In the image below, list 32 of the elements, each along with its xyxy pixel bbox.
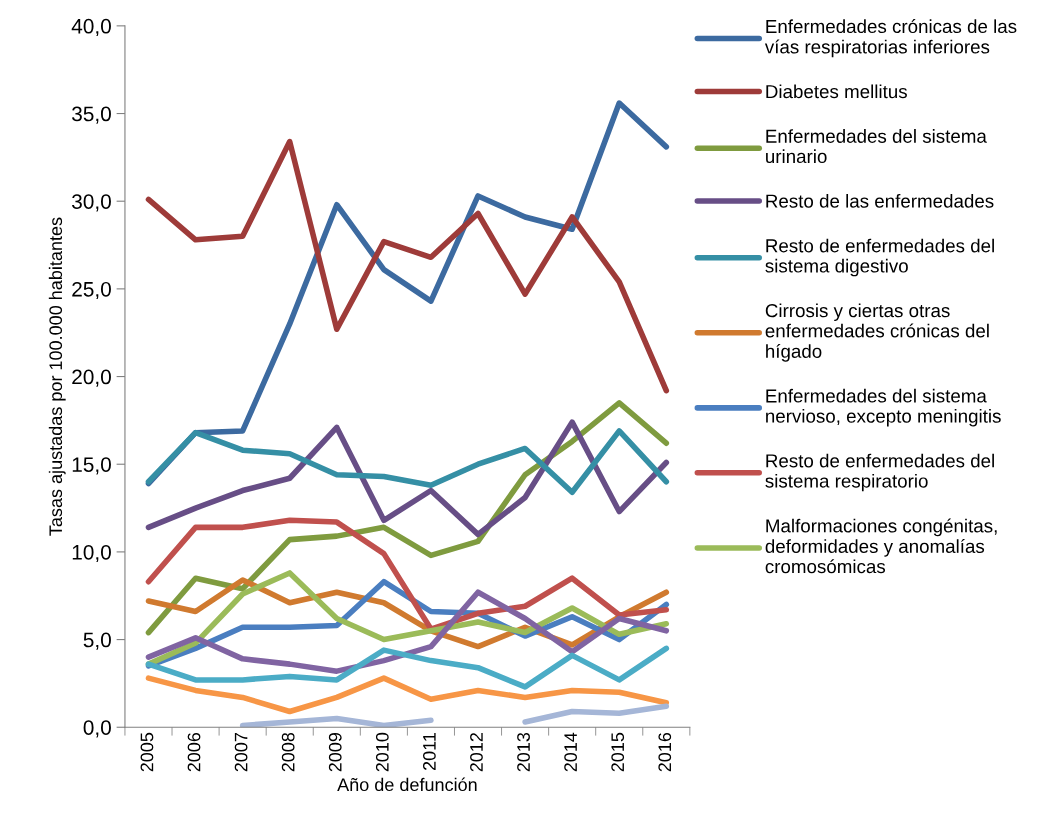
y-tick-label: 20,0 bbox=[72, 369, 111, 387]
x-tick-label: 2005 bbox=[140, 732, 154, 772]
x-tick-label: 2011 bbox=[423, 732, 436, 771]
x-tick-label: 2013 bbox=[517, 732, 530, 772]
x-tick-label: 2014 bbox=[564, 732, 578, 772]
legend-label: Enfermedades crónicas de las vías respiratorias inferiores bbox=[764, 19, 1017, 58]
x-tick-label: 2016 bbox=[658, 732, 672, 772]
x-tick-label: 2015 bbox=[611, 732, 625, 772]
legend-label: Resto de enfermedades del sistema respiratorio bbox=[765, 453, 994, 492]
y-tick-label: 15,0 bbox=[72, 457, 111, 475]
x-tick-label: 2006 bbox=[187, 732, 201, 772]
x-tick-label: 2009 bbox=[328, 732, 342, 772]
legend-label: Resto de las enfermedades bbox=[766, 193, 994, 208]
legend-label: Malformaciones congénitas, deformidades y anomalías cromosómicas bbox=[765, 518, 997, 574]
x-tick-label: 2007 bbox=[234, 733, 248, 772]
x-axis-title: Año de defunción bbox=[337, 777, 477, 792]
y-tick-label: 35,0 bbox=[72, 106, 111, 124]
legend-label: Diabetes mellitus bbox=[766, 84, 907, 99]
x-tick-label: 2008 bbox=[281, 732, 295, 772]
legend-label: Cirrosis y ciertas otras enfermedades crónicas del hígado bbox=[765, 303, 989, 362]
y-tick-label: 25,0 bbox=[72, 281, 111, 300]
y-axis-title: Tasas ajustadas por 100.000 habitantes bbox=[48, 217, 66, 536]
legend-label: Resto de enfermedades del sistema digestivo bbox=[765, 238, 994, 277]
x-tick-label: 2012 bbox=[470, 733, 483, 772]
y-tick-label: 40,0 bbox=[71, 18, 111, 37]
legend-label: Enfermedades del sistema urinario bbox=[766, 129, 987, 164]
y-tick-label: 10,0 bbox=[72, 544, 111, 563]
y-tick-label: 30,0 bbox=[72, 194, 111, 212]
y-tick-label: 5,0 bbox=[83, 632, 111, 650]
y-tick-label: 0,0 bbox=[83, 720, 111, 738]
x-tick-label: 2010 bbox=[375, 732, 389, 772]
legend-label: Enfermedades del sistema nervioso, excepto meningitis bbox=[766, 388, 1001, 427]
